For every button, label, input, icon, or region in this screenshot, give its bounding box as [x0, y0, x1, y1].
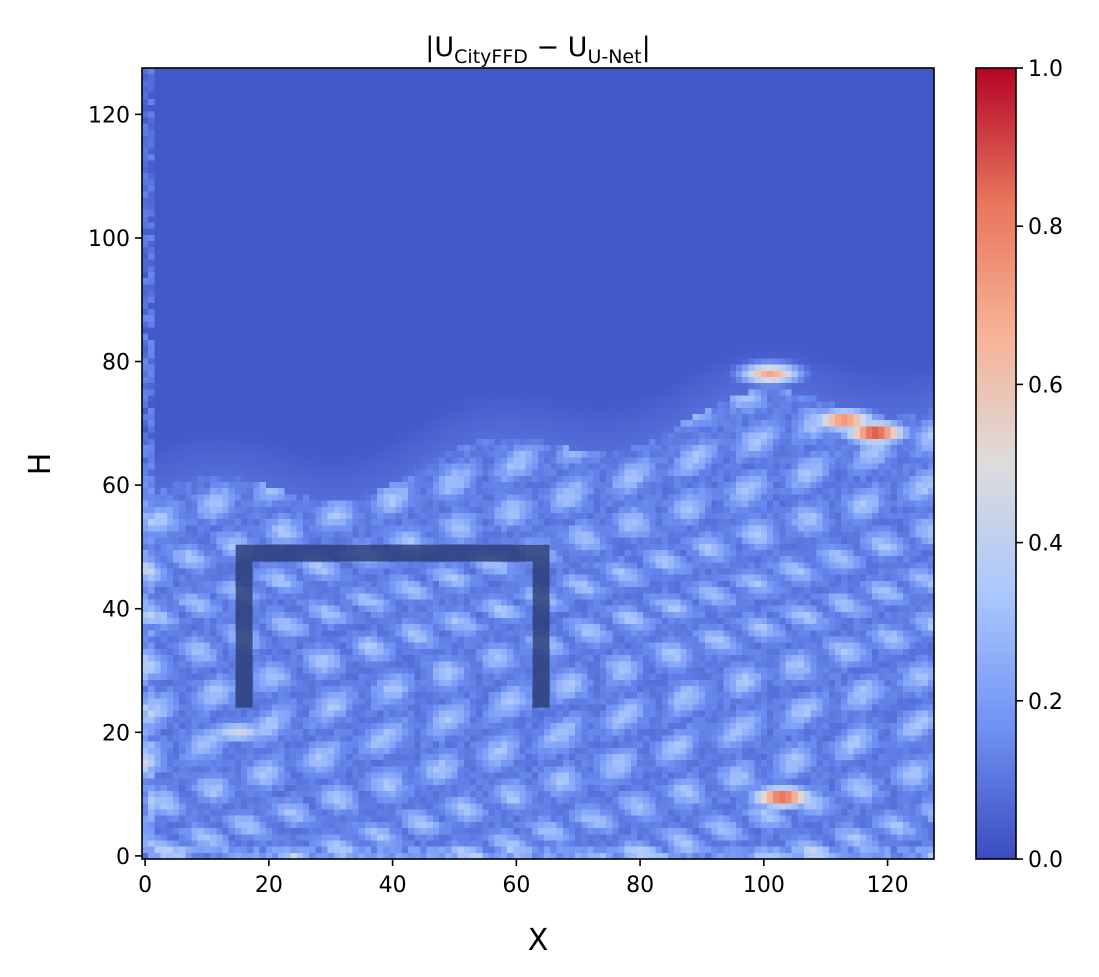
colorbar-tick-label: 0.2: [1028, 690, 1063, 715]
colorbar: 0.0 0.2 0.4 0.6 0.8 1.0: [975, 57, 1063, 873]
y-tick-label: 60: [102, 474, 130, 499]
x-tick-label: 120: [867, 873, 909, 898]
plot-area: [141, 67, 935, 860]
y-tick-label: 40: [102, 598, 130, 623]
y-tick-label: 20: [102, 721, 130, 746]
y-tick-label: 80: [102, 351, 130, 376]
y-tick-label: 100: [88, 227, 130, 252]
colorbar-frame: [975, 67, 1017, 860]
title-subscript-1: CityFFD: [454, 46, 528, 68]
x-tick-label: 20: [255, 873, 283, 898]
x-tick-label: 40: [379, 873, 407, 898]
y-axis-label: H: [23, 453, 58, 476]
colorbar-tick-label: 0.8: [1028, 215, 1063, 240]
colorbar-tick-label: 1.0: [1028, 57, 1063, 82]
x-tick-label: 80: [626, 873, 654, 898]
colorbar-tick-label: 0.6: [1028, 373, 1063, 398]
y-axis: 0 20 40 60 80 100 120: [88, 103, 142, 870]
obstacle-outline: [235, 544, 550, 708]
x-tick-label: 60: [502, 873, 530, 898]
heatmap: [142, 68, 934, 859]
colorbar-tick-label: 0.4: [1028, 532, 1063, 557]
plot-frame: [141, 67, 935, 860]
y-tick-label: 120: [88, 103, 130, 128]
y-tick-label: 0: [116, 845, 130, 870]
x-axis: 0 20 40 60 80 100 120: [138, 859, 909, 898]
chart-title: |UCityFFD − UU-Net|: [425, 32, 650, 68]
title-subscript-2: U-Net: [587, 46, 641, 68]
x-tick-label: 100: [743, 873, 785, 898]
colorbar-tick-label: 0.0: [1028, 848, 1063, 873]
x-axis-label: X: [528, 923, 549, 958]
x-tick-label: 0: [138, 873, 152, 898]
colorbar-gradient: [976, 68, 1016, 859]
